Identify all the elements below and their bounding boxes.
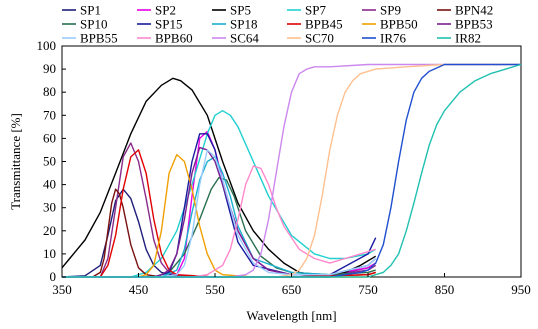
legend-label: SP7 xyxy=(305,3,326,18)
x-tick-label: 450 xyxy=(129,282,149,297)
legend-item-sc64: SC64 xyxy=(212,31,259,46)
legend-item-sp2: SP2 xyxy=(137,3,176,18)
legend-item-sp5: SP5 xyxy=(212,3,251,18)
legend-label: SP2 xyxy=(155,3,176,18)
series-line-bpb60 xyxy=(62,165,376,278)
series-line-sp18 xyxy=(62,156,377,278)
y-tick-label: 20 xyxy=(43,223,56,238)
y-tick-label: 50 xyxy=(43,154,56,169)
legend-item-ir82: IR82 xyxy=(437,31,481,46)
legend-item-sp10: SP10 xyxy=(62,17,107,32)
legend-item-ir76: IR76 xyxy=(362,31,407,46)
legend-item-bpb60: BPB60 xyxy=(137,31,193,46)
legend-item-sp15: SP15 xyxy=(137,17,182,32)
legend-label: BPN42 xyxy=(455,3,493,18)
y-tick-label: 80 xyxy=(43,84,56,99)
legend-label: SP15 xyxy=(155,17,182,32)
x-tick-label: 850 xyxy=(435,282,455,297)
series-line-sp7 xyxy=(62,109,377,278)
y-tick-label: 10 xyxy=(43,246,56,261)
x-tick-label: 350 xyxy=(52,282,72,297)
x-tick-label: 550 xyxy=(205,282,225,297)
legend-label: IR76 xyxy=(380,31,407,46)
x-axis-title: Wavelength [nm] xyxy=(246,308,336,323)
series-line-sc64 xyxy=(62,63,521,278)
y-tick-label: 100 xyxy=(37,38,57,53)
legend-item-bpn42: BPN42 xyxy=(437,3,493,18)
legend-label: SP18 xyxy=(230,17,257,32)
y-tick-label: 30 xyxy=(43,200,56,215)
legend-label: BPB53 xyxy=(455,17,493,32)
legend-label: BPB50 xyxy=(380,17,418,32)
legend-label: IR82 xyxy=(455,31,481,46)
y-tick-label: 40 xyxy=(43,177,56,192)
series-line-sc70 xyxy=(62,63,521,278)
legend-item-bpb50: BPB50 xyxy=(362,17,418,32)
legend-label: SC64 xyxy=(230,31,259,46)
legend-label: SC70 xyxy=(305,31,334,46)
series-line-ir76 xyxy=(62,63,521,278)
legend-label: SP1 xyxy=(80,3,101,18)
legend: SP1 SP2 SP5 SP7 SP9 BPN42 SP10 SP15 SP18 BPB45 BPB… xyxy=(62,3,493,46)
legend-item-sp9: SP9 xyxy=(362,3,401,18)
y-tick-label: 70 xyxy=(43,107,56,122)
y-tick-label: 0 xyxy=(50,269,57,284)
series-line-bpb55 xyxy=(62,149,377,278)
legend-item-bpb45: BPB45 xyxy=(287,17,343,32)
legend-label: SP10 xyxy=(80,17,107,32)
legend-label: SP9 xyxy=(380,3,401,18)
axes: 350 450 550 650 750 850 950 0 10 20 30 40 50 60 70 80 90… xyxy=(37,38,531,297)
y-axis-title: Transmittance [%] xyxy=(8,113,23,210)
legend-item-bpb55: BPB55 xyxy=(62,31,118,46)
series-lines xyxy=(61,63,522,278)
y-tick-label: 60 xyxy=(43,130,56,145)
y-tick-label: 90 xyxy=(43,61,56,76)
series-line-sp5 xyxy=(61,77,377,276)
legend-item-sp7: SP7 xyxy=(287,3,326,18)
series-line-ir82 xyxy=(62,63,522,278)
legend-label: BPB60 xyxy=(155,31,193,46)
x-tick-label: 750 xyxy=(358,282,378,297)
legend-item-bpb53: BPB53 xyxy=(437,17,493,32)
x-tick-label: 950 xyxy=(511,282,531,297)
legend-label: BPB55 xyxy=(80,31,118,46)
legend-label: BPB45 xyxy=(305,17,343,32)
legend-label: SP5 xyxy=(230,3,251,18)
legend-item-sc70: SC70 xyxy=(287,31,334,46)
legend-item-sp18: SP18 xyxy=(212,17,257,32)
x-tick-label: 650 xyxy=(282,282,302,297)
series-line-sp1 xyxy=(61,188,377,278)
legend-item-sp1: SP1 xyxy=(62,3,101,18)
